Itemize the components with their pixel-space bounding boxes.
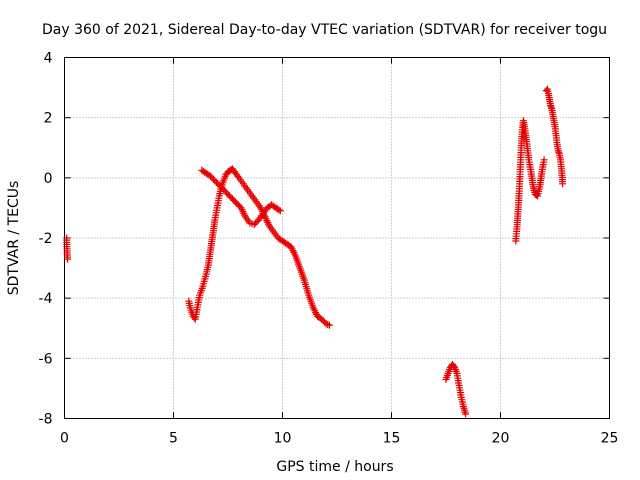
data-point xyxy=(276,207,284,215)
data-point xyxy=(324,321,332,328)
data-point xyxy=(555,148,563,156)
data-point xyxy=(64,255,72,263)
grid xyxy=(64,57,610,419)
data-points xyxy=(63,85,567,418)
x-tick-label: 10 xyxy=(274,431,292,447)
y-tick-label: -6 xyxy=(39,351,53,367)
x-axis-label: GPS time / hours xyxy=(276,459,393,475)
x-tick-label: 0 xyxy=(60,431,69,447)
series-arc-1 xyxy=(63,234,72,263)
chart-title: Day 360 of 2021, Sidereal Day-to-day VTE… xyxy=(42,22,607,38)
series-arc-3 xyxy=(198,166,284,228)
series-arc-6 xyxy=(542,85,567,188)
y-tick-label: -8 xyxy=(39,412,53,428)
x-tick-label: 15 xyxy=(383,431,401,447)
x-tick-label: 20 xyxy=(492,431,510,447)
series-arc-4 xyxy=(442,360,470,418)
data-point xyxy=(540,156,548,164)
x-tick-label: 25 xyxy=(601,431,619,447)
y-tick-label: -2 xyxy=(39,231,53,247)
data-point xyxy=(275,206,283,214)
data-point xyxy=(325,321,333,329)
data-point xyxy=(547,102,555,110)
x-tick-label: 5 xyxy=(169,431,178,447)
y-tick-label: 4 xyxy=(44,51,53,67)
y-axis-label: SDTVAR / TECUs xyxy=(6,181,22,296)
data-point xyxy=(322,320,330,328)
axis-ticks: 0 5 10 15 20 25 -8 -6 -4 -2 0 2 4 xyxy=(39,51,619,447)
data-point xyxy=(559,180,567,188)
data-point xyxy=(533,191,540,199)
data-point xyxy=(253,218,261,225)
y-tick-label: 0 xyxy=(44,171,53,187)
y-tick-label: -4 xyxy=(39,291,53,307)
data-point xyxy=(462,410,470,418)
series-arc-5 xyxy=(512,117,548,245)
series-arc-2 xyxy=(185,165,333,329)
y-tick-label: 2 xyxy=(44,111,53,127)
data-point xyxy=(223,189,230,197)
